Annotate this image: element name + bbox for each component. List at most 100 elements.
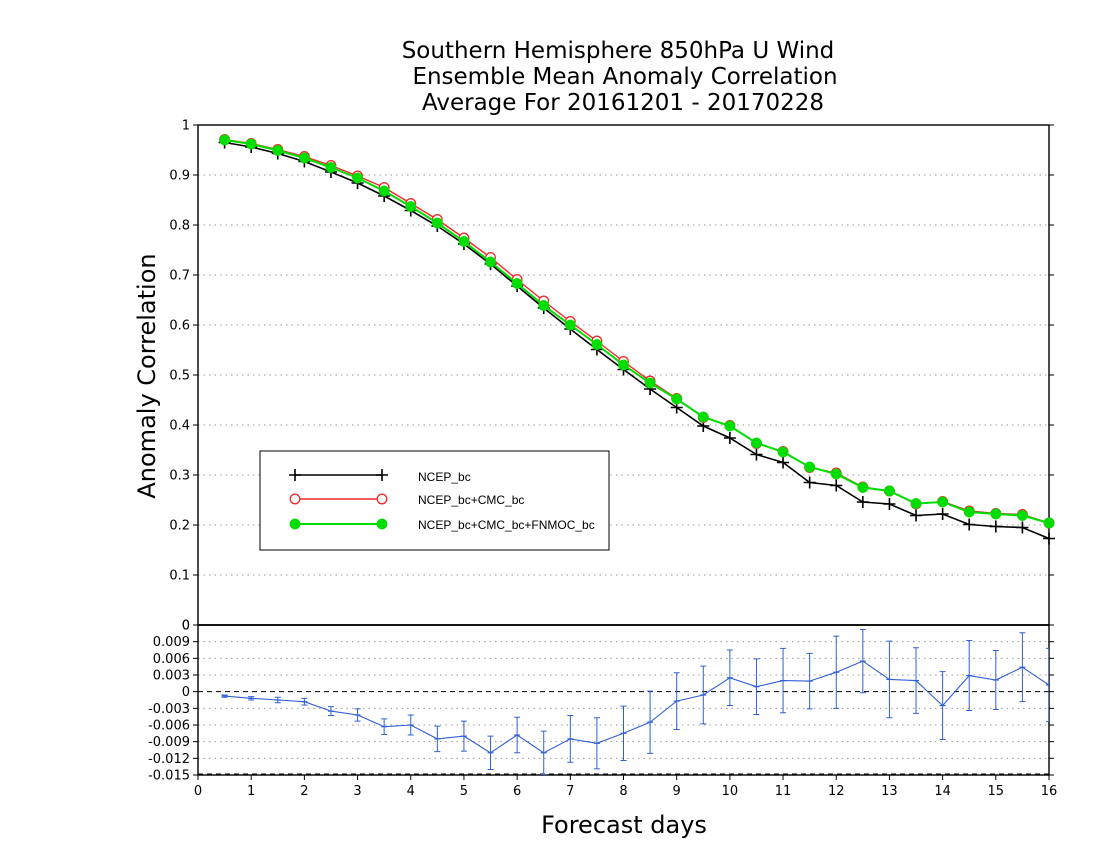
x-tick-label: 14	[934, 784, 951, 799]
top-y-axis: 0 0.1 0.2 0.3 0.4 0.5 0.6 0.7 0.8 0.9 1	[169, 119, 1054, 634]
ncep-cmc-fnmoc-point	[883, 485, 895, 497]
ncep-cmc-fnmoc-point	[671, 393, 683, 405]
x-axis-label: Forecast days	[541, 811, 707, 839]
x-tick-label: 15	[988, 784, 1005, 799]
ncep-bc-point	[803, 476, 816, 489]
ncep-cmc-fnmoc-point	[245, 138, 257, 150]
legend-ncep-cmc-point	[376, 493, 388, 505]
ncep-bc-point	[910, 509, 923, 522]
ncep-cmc-fnmoc-point	[990, 508, 1002, 520]
x-tick-label: 5	[460, 784, 468, 799]
top-y-tick-label: 0.2	[169, 519, 190, 534]
ncep-bc-point	[723, 432, 736, 444]
ncep-cmc-fnmoc-point	[485, 256, 496, 268]
bottom-y-tick-label: -0.012	[148, 752, 190, 767]
top-y-tick-label: 0.6	[169, 319, 190, 334]
ncep-cmc-fnmoc-point	[538, 300, 550, 311]
ncep-cmc-fnmoc-point	[804, 461, 816, 473]
top-y-tick-label: 0	[182, 619, 190, 634]
ncep-cmc-fnmoc-point	[910, 498, 922, 509]
legend-sample-ncep-cmc-fnmoc	[289, 518, 388, 530]
ncep-cmc-fnmoc-point	[1043, 517, 1055, 529]
x-tick-label: 13	[881, 784, 898, 799]
top-y-tick-label: 0.8	[169, 219, 190, 234]
top-y-tick-label: 0.5	[169, 369, 190, 384]
ncep-cmc-fnmoc-point	[325, 162, 337, 173]
top-y-tick-label: 0.3	[169, 469, 190, 484]
bottom-y-tick-label: 0.009	[153, 635, 190, 650]
bottom-y-axis: -0.015-0.012-0.009-0.006-0.00300.0030.00…	[148, 619, 1054, 784]
ncep-cmc-fnmoc-point	[219, 134, 231, 146]
bottom-y-tick-label: 0	[182, 619, 190, 634]
ncep-cmc-fnmoc-point	[378, 185, 390, 197]
legend-sample-ncep-cmc	[289, 493, 388, 505]
legend: NCEP_bc NCEP_bc+CMC_bc NCEP_bc+CMC_bc+FN…	[259, 450, 610, 551]
ncep-cmc-fnmoc-point	[458, 236, 470, 247]
ncep-cmc-fnmoc-point	[697, 411, 709, 423]
series-layer	[218, 134, 1055, 545]
ncep-cmc-fnmoc-point	[272, 145, 284, 156]
ncep-cmc-fnmoc-point	[564, 319, 576, 331]
ncep-bc-point	[830, 479, 843, 492]
x-tick-label: 8	[619, 784, 627, 799]
bottom-y-tick-label: -0.006	[148, 719, 190, 734]
title-line-3: Average For 20161201 - 20170228	[422, 90, 824, 116]
x-tick-label: 7	[566, 784, 574, 799]
legend-ncep-cmc-point	[289, 493, 301, 505]
x-tick-label: 2	[300, 784, 308, 799]
legend-label-ncep-cmc: NCEP_bc+CMC_bc	[418, 493, 524, 507]
top-y-tick-label: 0.7	[169, 269, 190, 284]
bottom-y-tick-label: -0.003	[148, 702, 190, 717]
top-y-tick-label: 0.4	[169, 419, 190, 434]
ncep-cmc-fnmoc-point	[352, 172, 364, 184]
ncep-bc-point	[856, 496, 869, 508]
x-tick-label: 9	[673, 784, 681, 799]
ncep-cmc-fnmoc-point	[963, 506, 975, 518]
bottom-y-tick-label: 0.003	[153, 669, 190, 684]
x-tick-label: 10	[722, 784, 739, 799]
ncep-cmc-fnmoc-point	[724, 420, 736, 432]
ncep-bc-point	[963, 518, 976, 531]
legend-label-ncep-cmc-fnmoc: NCEP_bc+CMC_bc+FNMOC_bc	[418, 518, 595, 532]
bottom-y-tick-label: -0.015	[148, 769, 190, 784]
title-line-1: Southern Hemisphere 850hPa U Wind	[402, 38, 835, 64]
ncep-cmc-fnmoc-point	[644, 377, 656, 389]
legend-ncep-cmc-fnmoc-point	[289, 518, 301, 530]
ncep-cmc-fnmoc-point	[857, 482, 869, 493]
ncep-bc-point	[936, 508, 949, 520]
top-y-tick-label: 1	[182, 119, 190, 134]
ncep-cmc-fnmoc-point	[511, 278, 523, 289]
x-tick-label: 16	[1041, 784, 1058, 799]
x-tick-label: 11	[775, 784, 792, 799]
legend-ncep-bc-point	[376, 469, 388, 481]
chart-title: Southern Hemisphere 850hPa U Wind Ensemb…	[402, 38, 838, 116]
ncep-cmc-fnmoc-point	[298, 152, 310, 164]
difference-series	[221, 628, 1049, 775]
x-tick-label: 1	[247, 784, 255, 799]
x-tick-label: 6	[513, 784, 521, 799]
ncep-cmc-fnmoc-point	[777, 446, 789, 458]
ncep-cmc-fnmoc-point	[830, 468, 842, 480]
title-line-2: Ensemble Mean Anomaly Correlation	[412, 64, 837, 90]
x-axis: 0 1 2 3 4 5 6 7 8 9 10 11 12 13 14 15 16	[194, 775, 1057, 799]
ncep-cmc-fnmoc-point	[405, 201, 417, 212]
ncep-cmc-fnmoc-point	[1016, 510, 1028, 521]
ncep-bc-point	[750, 448, 763, 461]
x-tick-label: 0	[194, 784, 202, 799]
top-y-tick-label: 0.1	[169, 569, 190, 584]
ncep-cmc-fnmoc-point	[751, 437, 762, 449]
top-y-tick-label: 0.9	[169, 169, 190, 184]
y-axis-label: Anomaly Correlation	[133, 253, 161, 498]
ncep-bc-point	[777, 456, 790, 469]
legend-label-ncep-bc: NCEP_bc	[418, 470, 471, 484]
difference-layer	[221, 628, 1049, 775]
legend-box	[259, 450, 610, 551]
ncep-cmc-fnmoc-point	[431, 217, 443, 229]
x-tick-label: 4	[407, 784, 415, 799]
ncep-bc-point	[989, 520, 1002, 533]
ncep-bc-point	[883, 498, 896, 510]
difference-line	[224, 660, 1049, 754]
ncep-cmc-fnmoc-point	[591, 339, 603, 350]
